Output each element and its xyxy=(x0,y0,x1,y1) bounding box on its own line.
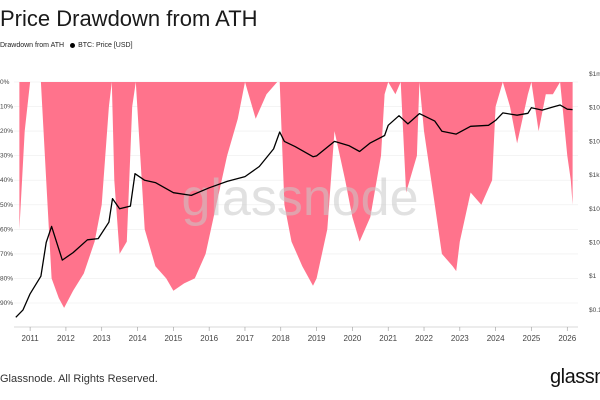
right-axis: $1m $100k $10k $1k $100 $10 $1 $0.1 xyxy=(589,71,600,314)
price-line-series xyxy=(15,104,573,318)
x-tick-label: 2020 xyxy=(344,334,362,343)
left-tick-label: 10% xyxy=(0,104,13,111)
x-tick-label: 2019 xyxy=(308,334,326,343)
legend-item-drawdown[interactable]: Drawdown from ATH xyxy=(0,42,64,49)
price-line xyxy=(15,104,573,318)
x-axis: 2011 2012 2013 2014 2015 2016 2017 2018 2019 2020… xyxy=(14,326,578,343)
x-tick-label: 2023 xyxy=(451,334,469,343)
right-tick-label: $0.1 xyxy=(589,307,600,314)
x-tick-label: 2013 xyxy=(93,334,111,343)
x-tick-label: 2021 xyxy=(379,334,397,343)
left-tick-label: 90% xyxy=(0,300,13,307)
left-tick-label: 40% xyxy=(0,177,13,184)
glassnode-watermark: glassnode xyxy=(181,169,418,227)
x-tick-label: 2015 xyxy=(164,334,182,343)
right-tick-label: $100 xyxy=(589,206,600,213)
x-tick-label: 2011 xyxy=(22,334,40,343)
glassnode-logo: glassn xyxy=(550,366,600,388)
right-tick-label: $1m xyxy=(589,71,600,78)
legend-label-price: BTC: Price [USD] xyxy=(78,42,133,49)
left-tick-label: 70% xyxy=(0,251,13,258)
legend: Drawdown from ATH BTC: Price [USD] xyxy=(0,42,139,49)
left-tick-label: 60% xyxy=(0,226,13,233)
x-tick-label: 2025 xyxy=(523,334,541,343)
drawdown-area-series xyxy=(19,82,573,308)
right-tick-label: $1k xyxy=(589,172,600,179)
left-tick-label: 0% xyxy=(0,79,10,86)
right-tick-label: $10k xyxy=(589,138,600,145)
left-tick-label: 80% xyxy=(0,275,13,282)
right-tick-label: $10 xyxy=(589,239,600,246)
x-tick-label: 2017 xyxy=(236,334,254,343)
left-axis: 0% 10% 20% 30% 40% 50% 60% 70% 80% 90% xyxy=(0,79,13,307)
x-tick-label: 2016 xyxy=(200,334,218,343)
copyright-text: Glassnode. All Rights Reserved. xyxy=(0,373,158,385)
right-tick-label: $100k xyxy=(589,105,600,112)
left-tick-label: 50% xyxy=(0,202,13,209)
x-tick-label: 2018 xyxy=(272,334,290,343)
left-tick-label: 20% xyxy=(0,128,13,135)
x-tick-label: 2022 xyxy=(415,334,433,343)
legend-dot-icon xyxy=(70,43,76,48)
x-tick-label: 2026 xyxy=(558,334,576,343)
x-tick-label: 2024 xyxy=(487,334,505,343)
right-tick-label: $1 xyxy=(589,273,597,280)
x-tick-label: 2012 xyxy=(57,334,75,343)
left-tick-label: 30% xyxy=(0,153,13,160)
legend-label-drawdown: Drawdown from ATH xyxy=(0,42,65,49)
chart-title: Price Drawdown from ATH xyxy=(0,6,258,31)
x-tick-label: 2014 xyxy=(129,334,147,343)
drawdown-area xyxy=(19,82,573,308)
legend-item-price[interactable]: BTC: Price [USD] xyxy=(70,42,133,49)
